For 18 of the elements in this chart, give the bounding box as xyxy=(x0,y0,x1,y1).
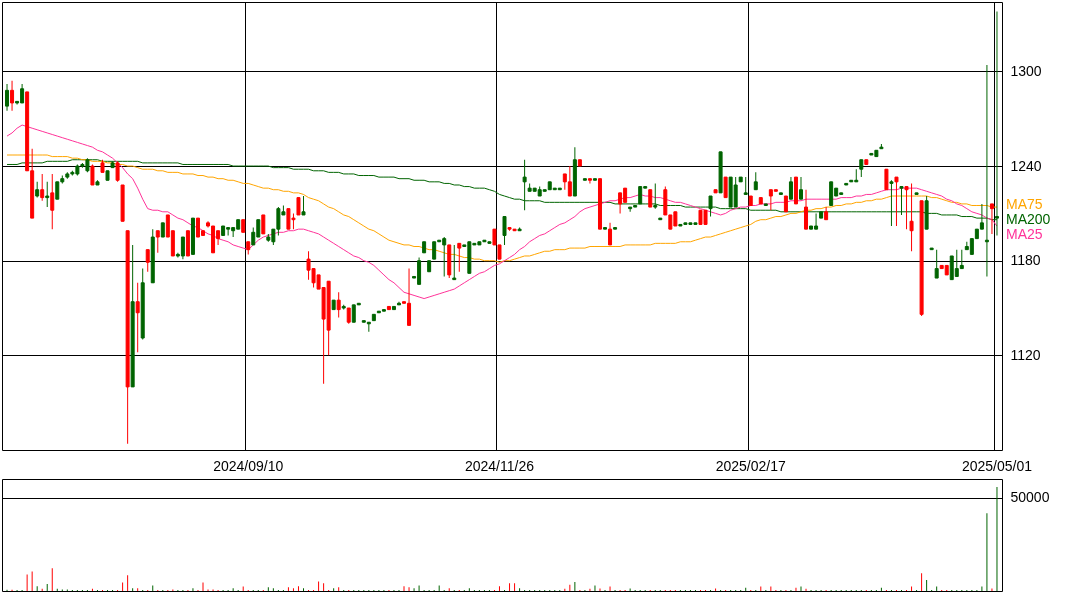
candlestick xyxy=(899,186,904,215)
y-tick-label: 1120 xyxy=(1010,346,1041,363)
x-tick-label: 2024/11/26 xyxy=(464,457,535,474)
series-label: MA75 xyxy=(1005,196,1043,213)
series-label: MA25 xyxy=(1005,226,1043,243)
y-tick-label: 50000 xyxy=(1010,489,1050,506)
candlestick xyxy=(653,183,658,209)
candlestick xyxy=(452,244,457,281)
candlestick xyxy=(894,176,899,226)
x-tick-label: 2025/05/01 xyxy=(961,457,1033,474)
y-tick-label: 1180 xyxy=(1010,252,1041,269)
x-tick-label: 2025/02/17 xyxy=(715,457,786,474)
series-label: MA200 xyxy=(1005,211,1051,228)
candlestick xyxy=(904,186,909,230)
y-tick-label: 1240 xyxy=(1010,157,1042,174)
x-tick-label: 2024/09/10 xyxy=(213,457,284,474)
y-tick-label: 1300 xyxy=(1010,62,1042,79)
line-series xyxy=(6,124,998,300)
